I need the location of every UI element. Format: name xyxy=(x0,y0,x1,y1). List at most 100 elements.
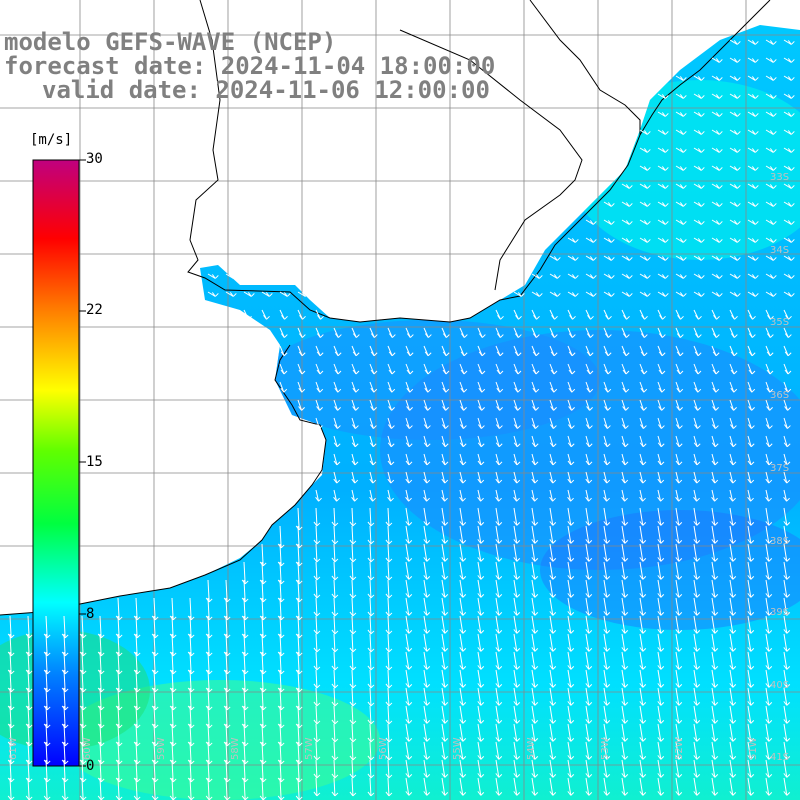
wind-arrow-head xyxy=(696,702,701,706)
wind-arrow xyxy=(9,759,12,782)
wind-arrow-head xyxy=(734,315,738,320)
wind-arrow-head xyxy=(516,576,521,580)
wind-arrow-head xyxy=(715,334,720,338)
wind-arrow-head xyxy=(444,594,449,598)
wind-arrow-head xyxy=(714,443,719,448)
wind-arrow xyxy=(657,489,662,502)
wind-arrow-head xyxy=(462,461,467,466)
wind-arrow-head xyxy=(226,598,231,603)
wind-arrow xyxy=(747,129,756,135)
wind-arrow xyxy=(783,291,792,297)
wind-arrow-head xyxy=(28,634,33,639)
wind-arrow-head xyxy=(747,460,752,466)
wind-arrow-head xyxy=(408,558,413,562)
lon-label: 56W xyxy=(378,737,389,760)
wind-arrow-head xyxy=(592,257,597,261)
wind-arrow xyxy=(387,381,393,393)
wind-arrow-head xyxy=(787,166,792,171)
wind-arrow xyxy=(765,183,774,189)
wind-arrow-head xyxy=(388,612,393,617)
wind-arrow-head xyxy=(639,683,644,688)
wind-arrow-head xyxy=(481,334,486,338)
wind-arrow-head xyxy=(498,461,503,466)
wind-arrow xyxy=(225,669,228,692)
wind-arrow xyxy=(585,615,590,634)
wind-arrow-head xyxy=(768,774,773,778)
wind-arrow-head xyxy=(754,257,759,261)
wind-arrow-head xyxy=(496,369,501,375)
wind-arrow-head xyxy=(585,557,590,562)
wind-arrow xyxy=(495,633,500,652)
wind-arrow xyxy=(369,453,374,466)
wind-arrow xyxy=(315,615,318,634)
wind-arrow xyxy=(639,597,644,616)
wind-arrow-head xyxy=(715,292,720,297)
wind-arrow xyxy=(585,399,591,411)
wind-arrow-head xyxy=(513,521,518,526)
wind-arrow-head xyxy=(682,185,687,189)
wind-arrow-head xyxy=(100,742,105,747)
wind-arrow-head xyxy=(718,257,723,261)
wind-arrow-head xyxy=(208,670,213,675)
wind-arrow xyxy=(297,777,300,800)
wind-arrow-head xyxy=(136,670,141,675)
wind-arrow-head xyxy=(244,706,249,711)
wind-arrow-head xyxy=(589,352,594,357)
wind-arrow-head xyxy=(772,257,777,261)
wind-arrow xyxy=(459,579,464,598)
wind-arrow-head xyxy=(661,220,666,225)
wind-arrow-head xyxy=(660,684,665,688)
wind-arrow-head xyxy=(606,702,611,706)
wind-arrow-head xyxy=(751,148,756,153)
wind-arrow-head xyxy=(679,130,684,135)
wind-arrow xyxy=(243,669,246,692)
wind-arrow-head xyxy=(516,774,521,778)
wind-arrow-head xyxy=(462,684,467,688)
wind-arrow-head xyxy=(516,648,521,652)
wind-arrow xyxy=(297,741,300,764)
wind-arrow-head xyxy=(100,652,105,657)
wind-arrow-head xyxy=(664,257,669,261)
wind-arrow-head xyxy=(570,497,574,502)
wind-arrow xyxy=(333,381,339,393)
wind-arrow-head xyxy=(639,575,644,580)
wind-arrow-head xyxy=(517,370,522,375)
wind-arrow-head xyxy=(531,557,536,562)
wind-arrow-head xyxy=(499,425,503,429)
wind-arrow-head xyxy=(783,719,788,724)
wind-arrow-head xyxy=(480,522,485,526)
wind-arrow-head xyxy=(317,315,321,320)
wind-arrow xyxy=(225,723,228,746)
wind-arrow-head xyxy=(100,706,105,711)
wind-arrow-head xyxy=(463,425,467,429)
wind-arrow-head xyxy=(765,442,770,448)
wind-arrow xyxy=(585,561,590,580)
wind-arrow-head xyxy=(460,406,465,411)
wind-arrow-head xyxy=(625,256,630,261)
wind-arrow-head xyxy=(786,461,791,466)
wind-arrow-head xyxy=(531,521,536,526)
wind-arrow xyxy=(783,453,788,466)
wind-arrow xyxy=(207,273,216,279)
wind-arrow-head xyxy=(624,522,629,526)
wind-arrow-head xyxy=(641,315,645,320)
wind-arrow-head xyxy=(606,461,611,466)
wind-arrow xyxy=(333,597,336,616)
wind-arrow xyxy=(639,219,648,225)
wind-arrow-head xyxy=(660,576,665,580)
wind-arrow-head xyxy=(747,575,752,580)
wind-arrow-head xyxy=(693,629,698,634)
wind-arrow-head xyxy=(750,774,755,778)
wind-arrow xyxy=(693,669,698,688)
wind-arrow xyxy=(459,597,464,616)
wind-arrow-head xyxy=(462,720,467,724)
wind-arrow-head xyxy=(405,521,410,526)
wind-arrow-head xyxy=(531,719,536,724)
wind-arrow xyxy=(621,381,627,393)
wind-arrow xyxy=(747,273,756,279)
wind-arrow-head xyxy=(677,315,681,320)
wind-arrow-head xyxy=(280,742,285,747)
wind-arrow-head xyxy=(642,774,647,778)
wind-arrow xyxy=(711,147,720,153)
wind-arrow xyxy=(783,381,789,393)
